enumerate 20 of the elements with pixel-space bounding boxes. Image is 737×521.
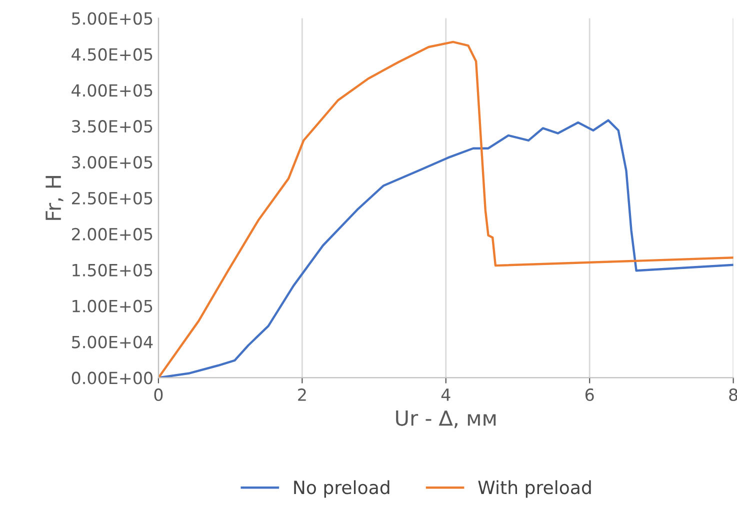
x-tick-label: 8 [729, 388, 737, 402]
y-tick-label: 1.50E+05 [72, 264, 152, 276]
x-tick-label: 4 [441, 388, 450, 401]
y-tick-label: 0.00E+00 [72, 372, 152, 384]
y-tick-label: 3.00E+05 [72, 156, 152, 169]
y-tick-label: 1.00E+05 [72, 300, 152, 312]
y-tick-label: 5.00E+04 [72, 336, 153, 348]
legend-label: With preload [478, 480, 591, 498]
y-tick-label: 5.00E+05 [72, 12, 152, 25]
y-tick-label: 4.50E+05 [72, 48, 152, 61]
y-tick-label: 3.50E+05 [72, 120, 152, 133]
x-axis-title: Ur - ∆, мм [396, 410, 496, 428]
x-tick-label: 0 [154, 388, 163, 402]
x-tick-label: 2 [298, 388, 306, 401]
y-axis-title: Fr, H [46, 176, 64, 220]
legend-label: No preload [294, 480, 390, 498]
y-tick-label: 4.00E+05 [72, 84, 152, 97]
y-tick-label: 2.50E+05 [72, 192, 152, 205]
y-tick-label: 2.00E+05 [72, 228, 152, 240]
x-tick-label: 6 [585, 388, 594, 402]
